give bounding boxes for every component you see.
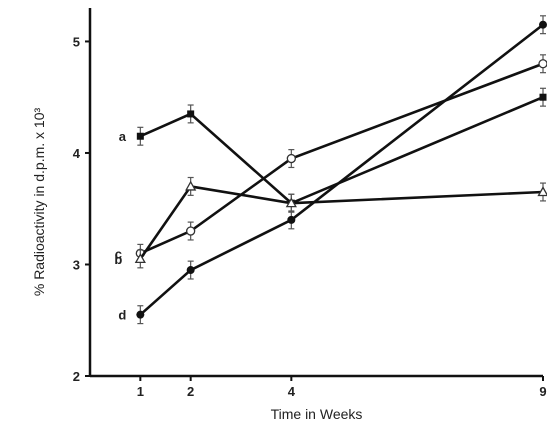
series-tag-d: d <box>118 308 126 323</box>
x-tick-label: 4 <box>288 384 296 399</box>
series-layer: a cb d <box>114 15 547 325</box>
data-point <box>186 226 196 236</box>
x-tick-label: 2 <box>187 384 194 399</box>
data-point <box>286 153 296 164</box>
y-tick-label: 3 <box>73 257 80 272</box>
y-axis-label: % Radioactivity in d.p.m. x 10³ <box>31 108 47 297</box>
data-point <box>187 110 195 118</box>
y-tick-label: 5 <box>73 34 80 49</box>
y-tick-label: 4 <box>73 146 81 161</box>
data-point <box>136 132 144 140</box>
axes: 1 2 4 9 2 3 4 5 <box>73 8 547 399</box>
series-line <box>139 23 544 316</box>
series-tag-a: a <box>119 129 127 144</box>
data-point <box>186 266 195 275</box>
data-point <box>537 186 547 197</box>
data-point <box>539 93 547 101</box>
series-b: b <box>114 176 547 269</box>
x-tick-label: 9 <box>539 384 546 399</box>
data-point <box>539 20 547 29</box>
series-d: d <box>118 15 547 325</box>
data-point <box>287 215 296 224</box>
data-point <box>538 59 547 69</box>
x-tick-label: 1 <box>137 384 144 399</box>
data-point <box>185 180 197 191</box>
data-point <box>136 310 145 319</box>
series-tag-b: b <box>114 252 122 267</box>
data-point <box>285 197 297 208</box>
series-c: c <box>115 54 547 263</box>
series-line <box>139 62 544 255</box>
series-line <box>139 185 544 260</box>
data-point <box>134 253 146 264</box>
x-axis-label: Time in Weeks <box>271 406 363 422</box>
y-tick-label: 2 <box>73 369 80 384</box>
series-tag-c: c <box>115 246 122 261</box>
series-line <box>139 96 544 205</box>
